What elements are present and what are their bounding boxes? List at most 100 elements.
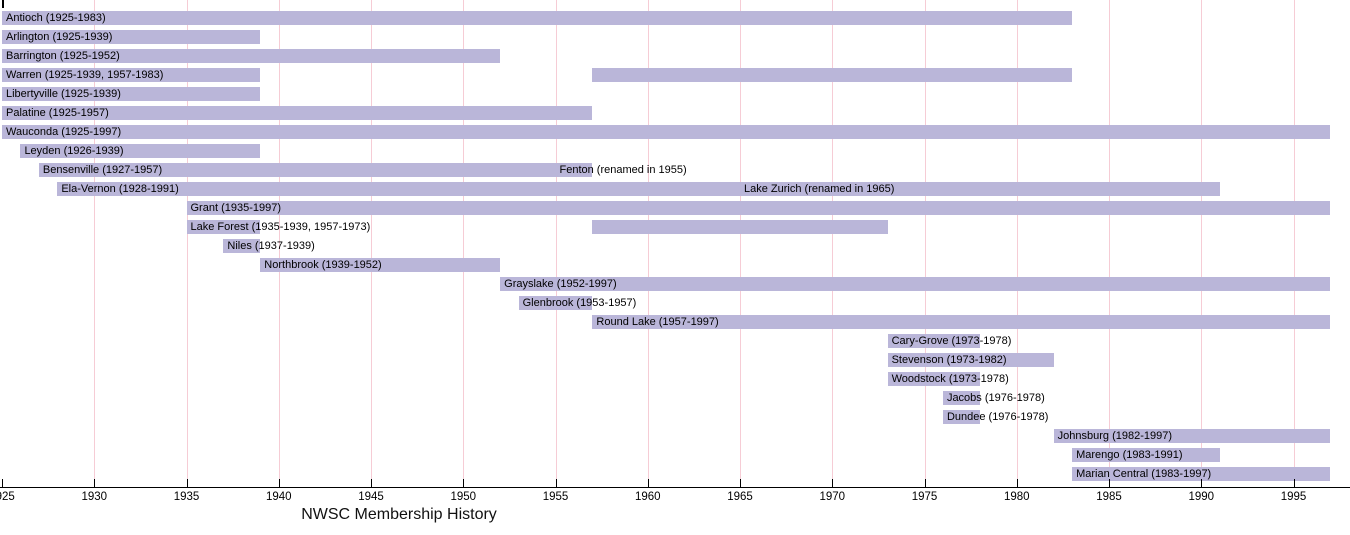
timeline-bar-stevenson [887, 352, 1054, 368]
timeline-row-wauconda: Wauconda (1925-1997) [0, 124, 1350, 140]
bar-label-dundee: Dundee (1976-1978) [946, 410, 1049, 423]
x-axis-tick-label-1930: 1930 [81, 490, 108, 503]
x-axis-tick-1955 [555, 479, 557, 487]
gridline-1935 [186, 0, 188, 487]
timeline-bar-lake-forest [592, 219, 888, 235]
timeline-bar-marian-central [1072, 466, 1331, 482]
x-axis-tick-label-1965: 1965 [727, 490, 753, 503]
bar-label-palatine: Palatine (1925-1957) [6, 106, 109, 119]
timeline-bar-lake-forest [186, 219, 261, 235]
timeline-bar-woodstock [887, 371, 980, 387]
bar-label-niles: Niles (1937-1939) [227, 239, 315, 252]
bar-label-jacobs: Jacobs (1976-1978) [946, 391, 1045, 404]
x-axis-tick-1980 [1016, 479, 1018, 487]
gridline-1970 [832, 0, 834, 487]
timeline-bar-marengo [1072, 447, 1220, 463]
timeline-row-northbrook: Northbrook (1939-1952) [0, 257, 1350, 273]
timeline-bar-grayslake [500, 276, 1331, 292]
x-axis-tick-1975 [924, 479, 926, 487]
bar-label-johnsburg: Johnsburg (1982-1997) [1057, 429, 1172, 442]
rename-label-bensenville: Fenton (renamed in 1955) [559, 163, 687, 176]
bar-label-lake-forest: Lake Forest (1935-1939, 1957-1973) [190, 220, 371, 233]
x-axis-tick-1940 [278, 479, 280, 487]
bar-label-arlington: Arlington (1925-1939) [6, 30, 113, 43]
timeline-row-ela-vernon: Ela-Vernon (1928-1991) Lake Zurich (renam… [0, 181, 1350, 197]
timeline-row-woodstock: Woodstock (1973-1978) [0, 371, 1350, 387]
x-axis-tick-label-1960: 1960 [634, 490, 661, 503]
timeline-row-lake-forest: Lake Forest (1935-1939, 1957-1973) [0, 219, 1350, 235]
x-axis-tick-1925 [2, 479, 3, 487]
timeline-row-marengo: Marengo (1983-1991) [0, 447, 1350, 463]
timeline-row-antioch: Antioch (1925-1983) [0, 10, 1350, 26]
timeline-row-cary-grove: Cary-Grove (1973-1978) [0, 333, 1350, 349]
timeline-bar-glenbrook [518, 295, 593, 311]
timeline-bar-northbrook [260, 257, 501, 273]
gridline-1930 [94, 0, 96, 487]
timeline-row-glenbrook: Glenbrook (1953-1957) [0, 295, 1350, 311]
bar-label-leyden: Leyden (1926-1939) [24, 144, 124, 157]
x-axis-tick-label-1945: 1945 [358, 490, 384, 503]
timeline-row-barrington: Barrington (1925-1952) [0, 48, 1350, 64]
gridline-1945 [371, 0, 372, 487]
bar-label-ela-vernon: Ela-Vernon (1928-1991) [61, 182, 179, 195]
timeline-bar-antioch [2, 10, 1073, 26]
bar-label-wauconda: Wauconda (1925-1997) [6, 125, 122, 138]
timeline-row-grayslake: Grayslake (1952-1997) [0, 276, 1350, 292]
x-axis-tick-label-1925: 1925 [0, 490, 15, 503]
timeline-row-johnsburg: Johnsburg (1982-1997) [0, 428, 1350, 444]
gridline-1975 [924, 0, 926, 487]
x-axis-tick-label-1935: 1935 [173, 490, 200, 503]
timeline-bar-leyden [20, 143, 261, 159]
bar-label-cary-grove: Cary-Grove (1973-1978) [891, 334, 1012, 347]
x-axis-tick-1970 [832, 479, 834, 487]
timeline-bar-johnsburg [1053, 428, 1331, 444]
gridline-1950 [463, 0, 465, 487]
timeline-row-dundee: Dundee (1976-1978) [0, 409, 1350, 425]
timeline-row-stevenson: Stevenson (1973-1982) [0, 352, 1350, 368]
gridline-1985 [1109, 0, 1110, 487]
timeline-bar-warren [592, 67, 1073, 83]
timeline-bar-bensenville [38, 162, 593, 178]
x-axis-top-tick-1925 [2, 0, 4, 8]
x-axis-tick-label-1950: 1950 [450, 490, 477, 503]
bar-label-marengo: Marengo (1983-1991) [1076, 448, 1183, 461]
timeline-row-jacobs: Jacobs (1976-1978) [0, 390, 1350, 406]
x-axis-tick-1960 [647, 479, 649, 487]
x-axis-tick-1965 [740, 479, 741, 487]
x-axis-tick-1990 [1201, 479, 1203, 487]
x-axis-tick-1945 [371, 479, 372, 487]
gridline-1955 [555, 0, 557, 487]
timeline-row-arlington: Arlington (1925-1939) [0, 29, 1350, 45]
bar-label-antioch: Antioch (1925-1983) [6, 11, 106, 24]
timeline-bar-barrington [2, 48, 501, 64]
x-axis-tick-1930 [94, 479, 96, 487]
gridline-1965 [740, 0, 741, 487]
bar-label-bensenville: Bensenville (1927-1957) [42, 163, 163, 176]
x-axis-tick-label-1995: 1995 [1280, 490, 1307, 503]
gridline-1940 [278, 0, 280, 487]
gridline-1990 [1201, 0, 1203, 487]
timeline-bar-dundee [942, 409, 980, 425]
x-axis-tick-1995 [1293, 479, 1295, 487]
bar-label-grant: Grant (1935-1997) [190, 201, 282, 214]
bar-label-barrington: Barrington (1925-1952) [6, 49, 120, 62]
timeline-bar-arlington [2, 29, 261, 45]
bar-label-libertyville: Libertyville (1925-1939) [6, 87, 121, 100]
timeline-bar-palatine [2, 105, 593, 121]
x-axis-tick-1950 [463, 479, 465, 487]
bar-label-grayslake: Grayslake (1952-1997) [504, 277, 617, 290]
x-axis-tick-1935 [186, 479, 188, 487]
timeline-bar-grant [186, 200, 1331, 216]
timeline-row-grant: Grant (1935-1997) [0, 200, 1350, 216]
timeline-bar-niles [223, 238, 261, 254]
timeline-bar-jacobs [942, 390, 980, 406]
timeline-row-bensenville: Bensenville (1927-1957) Fenton (renamed i… [0, 162, 1350, 178]
x-axis-tick-label-1970: 1970 [819, 490, 846, 503]
bar-label-round-lake: Round Lake (1957-1997) [596, 315, 719, 328]
timeline-row-palatine: Palatine (1925-1957) [0, 105, 1350, 121]
timeline-bar-round-lake [592, 314, 1331, 330]
timeline-row-leyden: Leyden (1926-1939) [0, 143, 1350, 159]
bar-label-stevenson: Stevenson (1973-1982) [891, 353, 1007, 366]
bar-label-warren: Warren (1925-1939, 1957-1983) [6, 68, 164, 81]
